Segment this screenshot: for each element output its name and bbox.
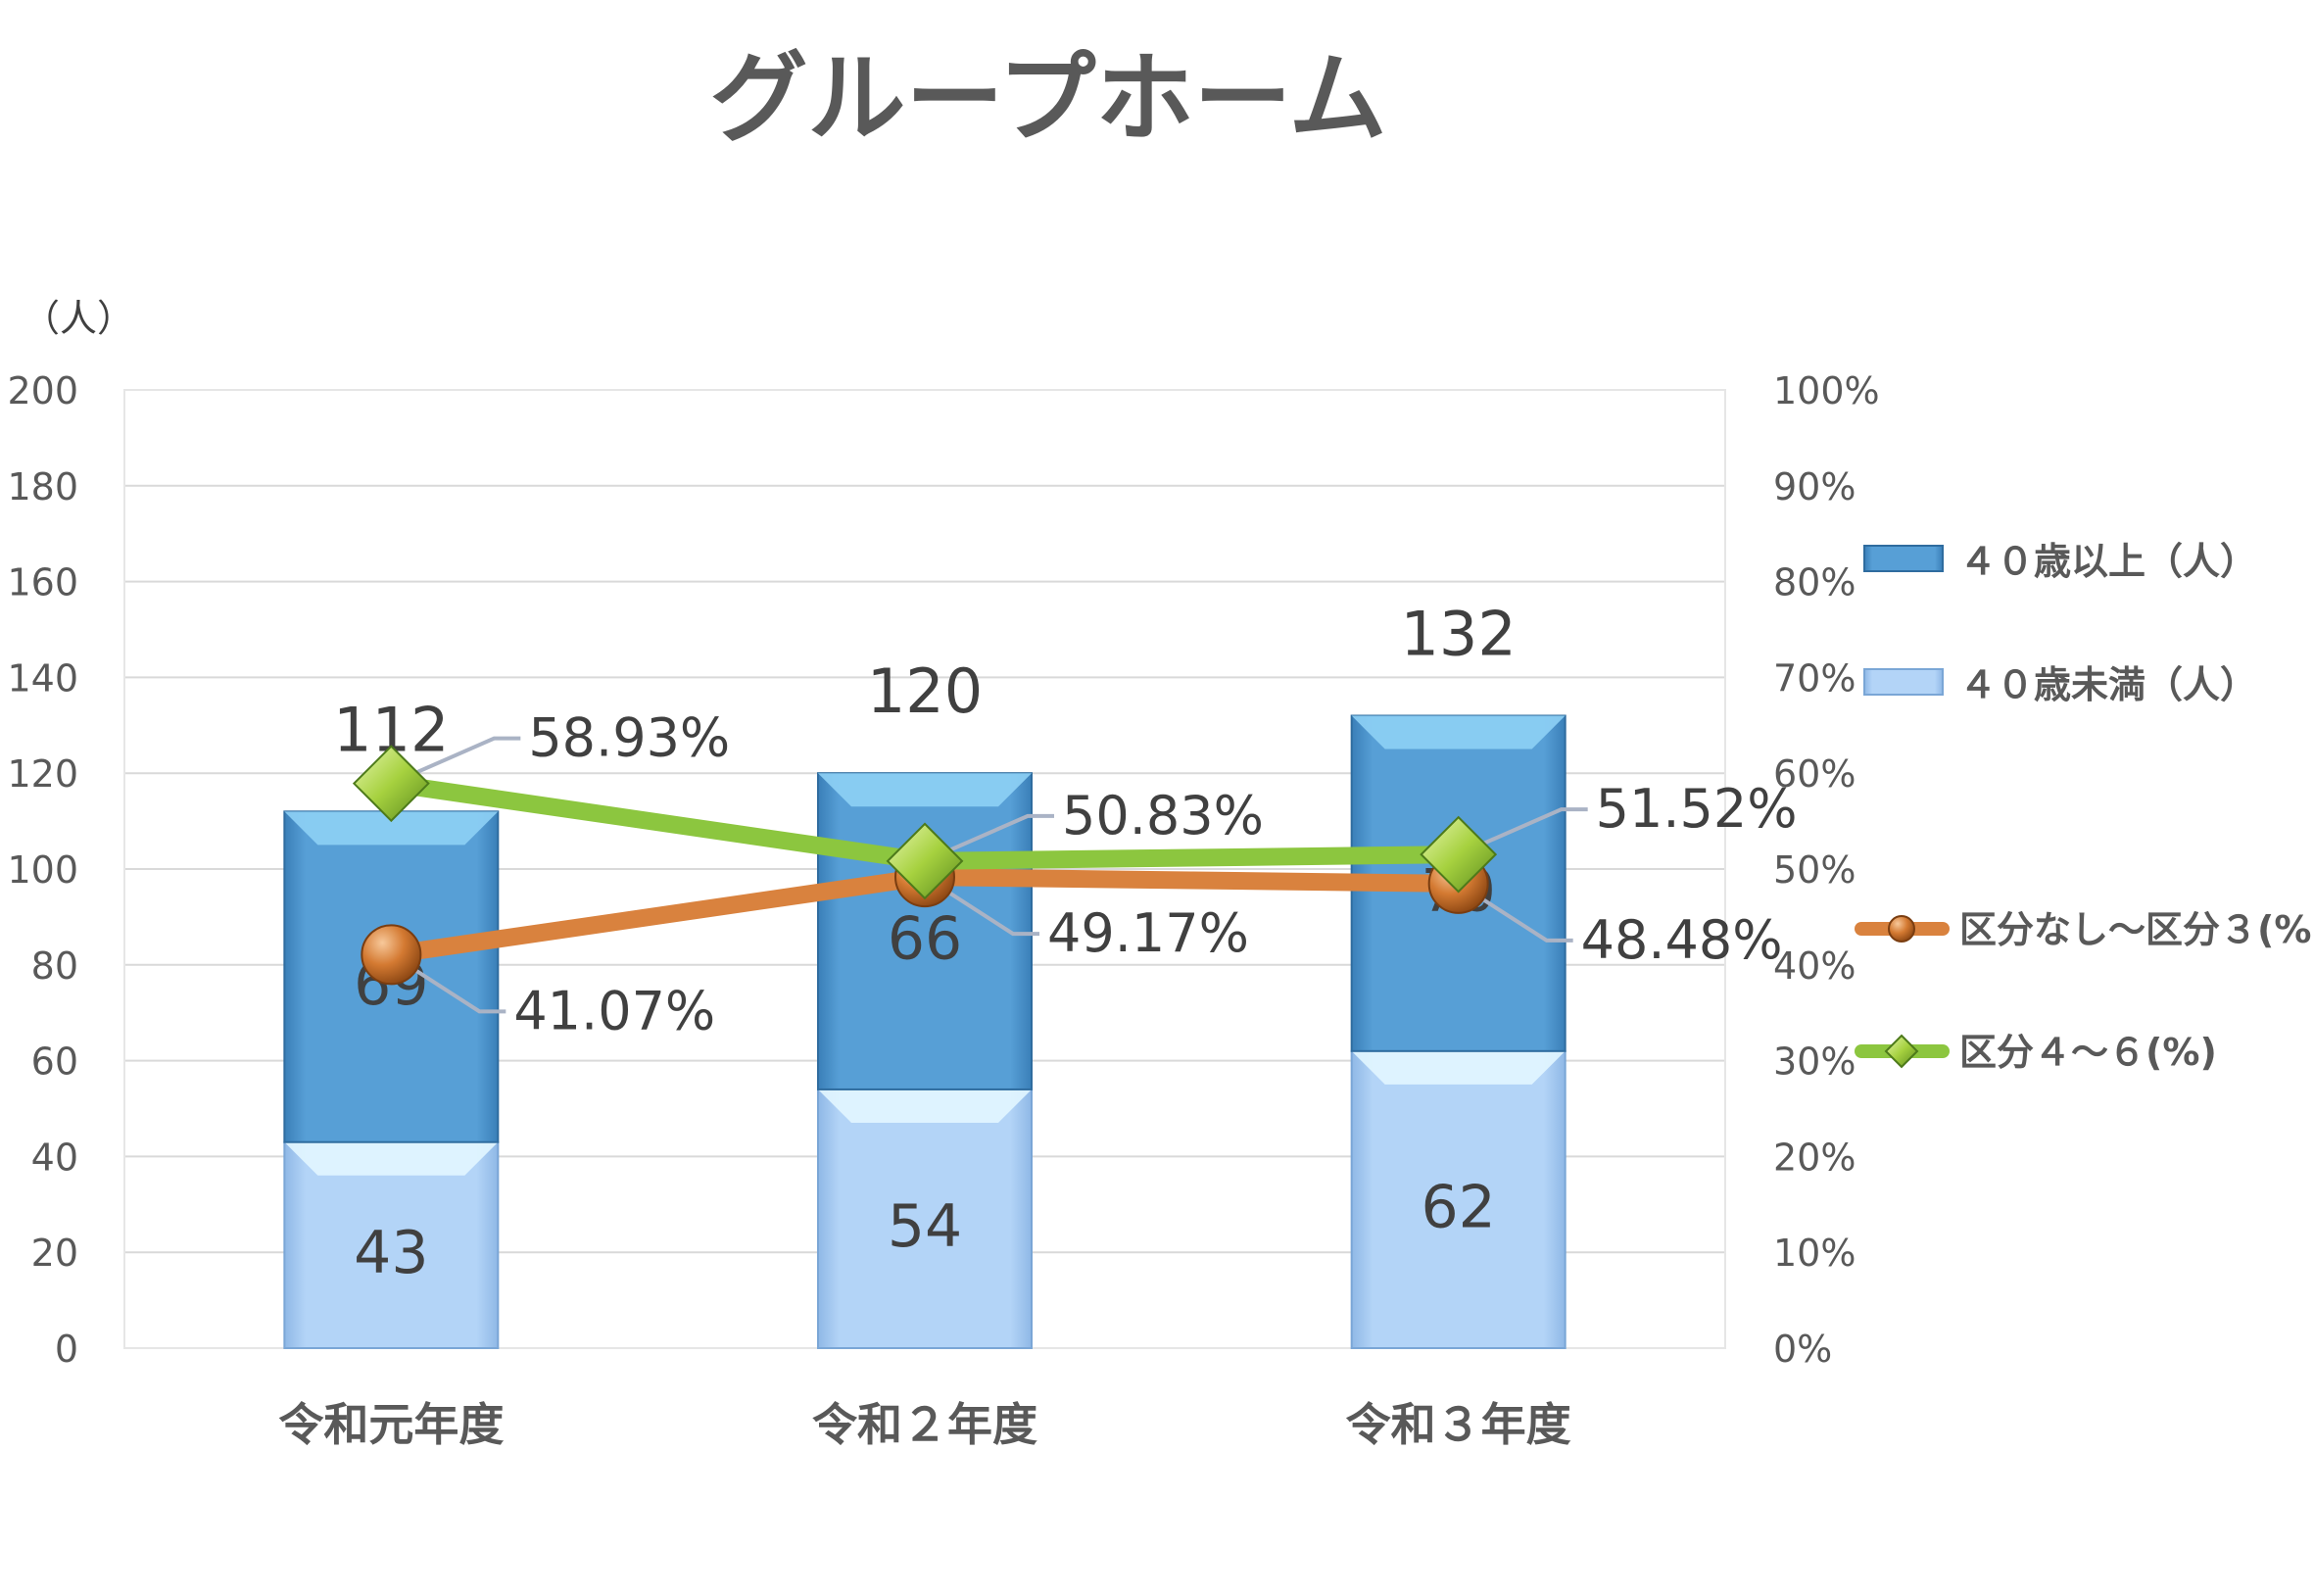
legend: ４０歳以上（人） ４０歳未満（人） 区分なし～区分３(%) 区分４～６(%) xyxy=(1855,540,2314,1074)
y-tick-label: 180 xyxy=(7,465,78,508)
x-tick-label: 令和３年度 xyxy=(1346,1398,1571,1451)
bar-value-label: 62 xyxy=(1421,1173,1495,1241)
y2-tick-label: 0% xyxy=(1773,1328,1832,1371)
y2-tick-label: 90% xyxy=(1773,465,1856,508)
circle-marker xyxy=(361,924,422,986)
bar-value-label: 43 xyxy=(354,1219,428,1287)
bar-bevel xyxy=(818,773,1032,807)
y-tick-label: 20 xyxy=(31,1232,78,1275)
y-axis-left: 0 20 40 60 80 100 120 140 160 180 200 xyxy=(7,369,78,1371)
bar-bevel xyxy=(818,1088,1032,1123)
line-data-label: 41.07% xyxy=(513,980,715,1041)
y2-tick-label: 20% xyxy=(1773,1136,1856,1179)
bar-segment xyxy=(1350,1049,1567,1349)
y-tick-label: 40 xyxy=(31,1136,78,1179)
data-label-leader xyxy=(923,875,1039,937)
legend-marker xyxy=(1884,1034,1919,1069)
line-data-label: 48.48% xyxy=(1581,909,1783,971)
y-tick-label: 0 xyxy=(55,1328,78,1371)
bar-total-label: 120 xyxy=(867,655,983,727)
y-tick-label: 120 xyxy=(7,752,78,796)
bar-value-label: 54 xyxy=(888,1192,962,1261)
legend-marker xyxy=(1888,915,1915,943)
y2-tick-label: 60% xyxy=(1773,752,1856,796)
bar-bevel xyxy=(1351,1050,1566,1085)
y-axis-unit-label: （人） xyxy=(23,297,134,340)
bar-bevel xyxy=(284,1141,499,1176)
x-tick-label: 令和２年度 xyxy=(812,1398,1037,1451)
y-tick-label: 140 xyxy=(7,656,78,700)
legend-swatch xyxy=(1863,545,1944,572)
y2-tick-label: 10% xyxy=(1773,1232,1856,1275)
diamond-marker xyxy=(886,822,964,900)
bar-segment xyxy=(817,1088,1033,1349)
y2-tick-label: 70% xyxy=(1773,656,1856,700)
y-axis-right: 0% 10% 20% 30% 40% 50% 60% 70% 80% 90% 100% xyxy=(1773,369,1880,1371)
y-tick-label: 80 xyxy=(31,944,78,988)
x-tick-label: 令和元年度 xyxy=(278,1398,504,1451)
bar-value-label: 66 xyxy=(888,905,962,974)
y-tick-label: 160 xyxy=(7,561,78,605)
bars: 436911254661206270132 xyxy=(283,599,1567,1349)
data-label-leader xyxy=(390,736,521,786)
data-label-leader xyxy=(1457,882,1573,943)
line-data-label: 51.52% xyxy=(1596,778,1798,840)
chart-title: グループホーム xyxy=(710,41,1387,156)
legend-label: 区分なし～区分３(%) xyxy=(1959,908,2314,951)
y-tick-label: 60 xyxy=(31,1040,78,1084)
x-axis: 令和元年度 令和２年度 令和３年度 xyxy=(278,1398,1570,1451)
bar-total-label: 132 xyxy=(1400,599,1516,670)
legend-label: 区分４～６(%) xyxy=(1959,1031,2217,1074)
y-tick-label: 200 xyxy=(7,369,78,412)
bar-segment xyxy=(283,1140,500,1349)
y-tick-label: 100 xyxy=(7,848,78,892)
bar-bevel xyxy=(1351,715,1566,750)
legend-swatch xyxy=(1863,668,1944,696)
legend-label: ４０歳未満（人） xyxy=(1959,663,2257,706)
y2-tick-label: 40% xyxy=(1773,944,1856,988)
line-data-label: 50.83% xyxy=(1062,785,1264,846)
y2-tick-label: 50% xyxy=(1773,848,1856,892)
y2-tick-label: 80% xyxy=(1773,561,1856,605)
line-data-label: 49.17% xyxy=(1047,902,1249,964)
legend-label: ４０歳以上（人） xyxy=(1959,540,2257,583)
diamond-marker xyxy=(1420,815,1498,894)
data-label-leader xyxy=(390,952,506,1014)
line-data-label: 58.93% xyxy=(528,707,730,769)
bar-bevel xyxy=(284,811,499,846)
diamond-marker xyxy=(352,745,430,823)
data-label-leader xyxy=(924,813,1054,863)
data-label-leader xyxy=(1457,807,1588,856)
y2-tick-label: 30% xyxy=(1773,1040,1856,1084)
lines: 41.07% 49.17% 48.48% 58.93% 50.83% 51.52% xyxy=(352,707,1798,1041)
y2-tick-label: 100% xyxy=(1773,369,1880,412)
